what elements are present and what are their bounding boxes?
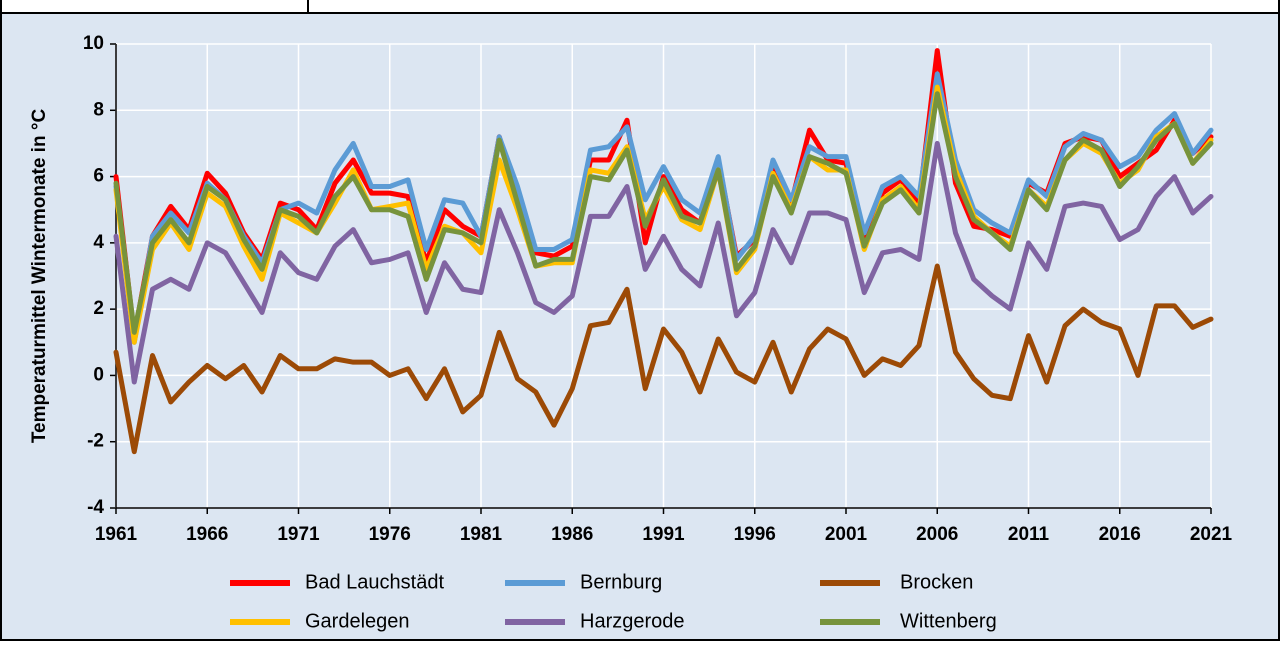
series-line <box>113 91 1214 335</box>
legend-label: Harzgerode <box>580 610 685 632</box>
y-tick-label: 0 <box>93 364 104 385</box>
y-tick-label: 6 <box>93 166 104 187</box>
x-tick-label: 2021 <box>1190 524 1233 545</box>
x-tick-label: 2011 <box>1008 524 1050 545</box>
y-tick-label: 4 <box>93 232 104 253</box>
x-tick-label: 1996 <box>734 524 776 545</box>
series-line <box>113 71 1214 345</box>
y-tick-label: 10 <box>83 33 104 54</box>
y-tick-label: -4 <box>87 497 104 518</box>
x-tick-label: 1966 <box>186 524 228 545</box>
y-tick-label: 8 <box>93 99 104 120</box>
x-tick-label: 1986 <box>551 524 593 545</box>
x-tick-label: 2001 <box>825 524 868 545</box>
legend-label: Bernburg <box>580 571 662 593</box>
legend-label: Gardelegen <box>305 610 410 632</box>
y-tick-label: 2 <box>93 298 104 319</box>
y-axis-title: Temperaturmittel Wintermonate in °C <box>29 109 50 444</box>
legend-label: Brocken <box>900 571 973 593</box>
y-tick-label: -2 <box>87 431 104 452</box>
x-tick-label: 2016 <box>1099 524 1141 545</box>
chart-frame <box>0 12 1280 641</box>
legend-label: Wittenberg <box>900 610 997 632</box>
x-tick-label: 1976 <box>369 524 411 545</box>
x-tick-label: 2006 <box>916 524 958 545</box>
series-line <box>113 140 1214 385</box>
x-tick-label: 1961 <box>95 524 138 545</box>
x-tick-label: 1981 <box>460 524 503 545</box>
series-line <box>113 263 1214 455</box>
x-tick-label: 1971 <box>277 524 320 545</box>
x-tick-label: 1991 <box>642 524 685 545</box>
legend-label: Bad Lauchstädt <box>305 571 444 593</box>
